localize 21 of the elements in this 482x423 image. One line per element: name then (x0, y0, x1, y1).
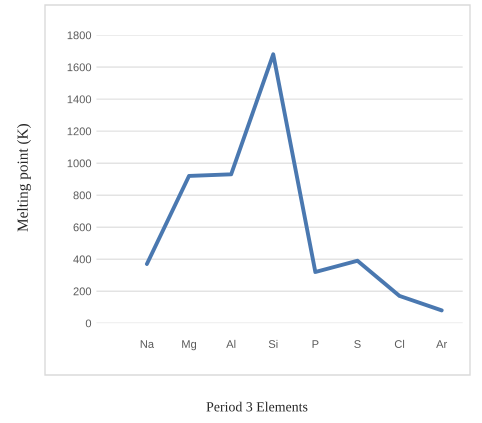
x-tick-label: Na (140, 340, 154, 348)
y-tick-label: 1400 (68, 95, 92, 104)
y-tick-label: 1200 (68, 127, 92, 136)
x-tick-label: Cl (394, 340, 404, 348)
y-tick-label: 1800 (68, 31, 92, 40)
x-tick-label: Mg (182, 340, 196, 350)
y-tick-label: 0 (86, 319, 92, 328)
y-tick-label: 1600 (68, 63, 92, 72)
y-axis-title: Melting point (K) (17, 124, 31, 232)
y-tick-label: 200 (74, 287, 92, 296)
y-tick-label: 800 (73, 191, 92, 200)
line-series (144, 52, 444, 312)
x-tick-label: P (312, 340, 318, 348)
x-tick-label: Al (226, 340, 236, 348)
y-tick-label: 600 (74, 223, 92, 232)
y-tick-label: 1000 (68, 159, 92, 168)
x-tick-label: Si (268, 340, 278, 348)
x-axis-title: Period 3 Elements (206, 402, 308, 412)
x-tick-label: S (354, 340, 361, 348)
x-tick-label: Ar (436, 340, 448, 348)
y-tick-label: 400 (73, 255, 92, 264)
